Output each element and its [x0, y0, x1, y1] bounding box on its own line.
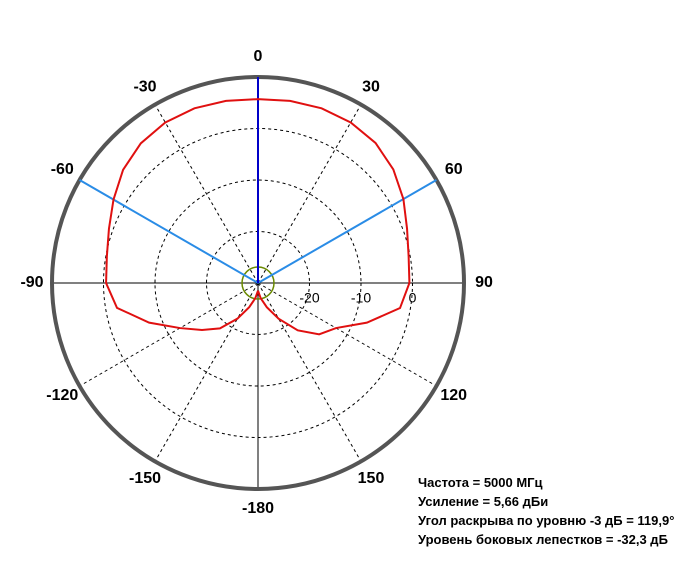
annotation: Угол раскрыва по уровню -3 дБ = 119,9° [418, 513, 674, 528]
beam-edge [257, 179, 437, 284]
r-tick-label: -20 [299, 290, 319, 306]
angle-tick-label: -180 [242, 500, 274, 517]
annotation: Уровень боковых лепестков = -32,3 дБ [418, 532, 668, 547]
annotation: Усиление = 5,66 дБи [418, 494, 548, 509]
angle-tick-label: -60 [51, 161, 74, 178]
angle-tick-label: 90 [475, 274, 493, 291]
grid-spoke [79, 282, 259, 387]
grid-spoke [154, 282, 259, 462]
angle-tick-label: -120 [46, 387, 78, 404]
grid-spoke [257, 104, 362, 284]
grid-spoke [257, 282, 362, 462]
r-tick-label: -10 [351, 290, 371, 306]
angle-tick-label: 0 [254, 48, 263, 65]
angle-tick-label: 60 [445, 161, 463, 178]
beam-edge [79, 179, 259, 284]
angle-tick-label: -30 [133, 78, 156, 95]
angle-tick-label: 30 [362, 78, 380, 95]
angle-tick-label: 120 [440, 387, 467, 404]
r-tick-label: 0 [409, 290, 417, 306]
annotation: Частота = 5000 МГц [418, 475, 543, 490]
pattern-line [105, 98, 411, 336]
angle-tick-label: 150 [358, 470, 385, 487]
angle-tick-label: -150 [129, 470, 161, 487]
grid-spoke [154, 104, 259, 284]
grid-spoke [257, 282, 437, 387]
angle-tick-label: -90 [20, 274, 43, 291]
